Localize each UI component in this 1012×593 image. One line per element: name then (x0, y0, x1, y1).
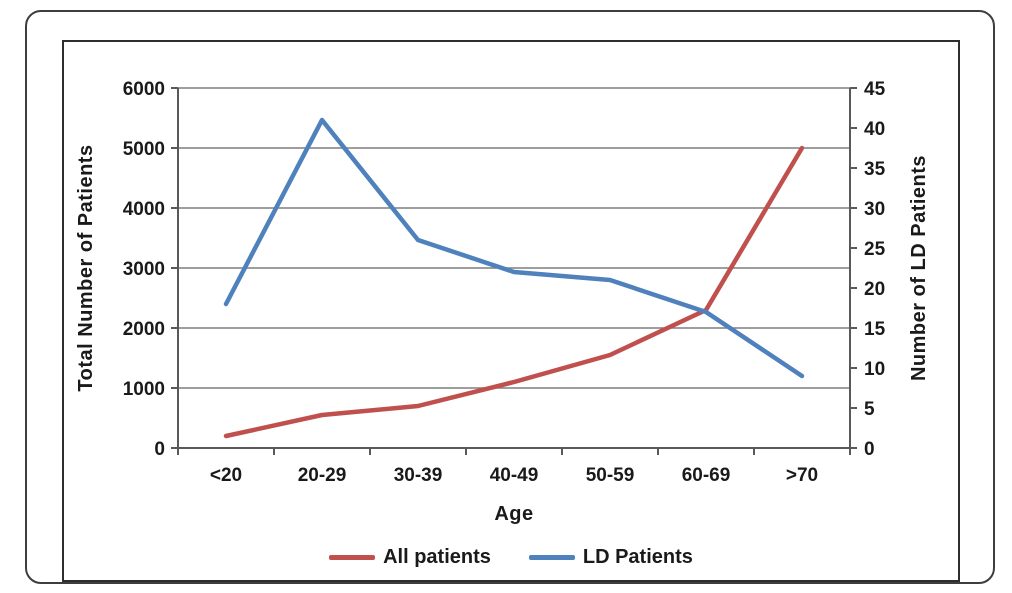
chart-legend: All patients LD Patients (64, 546, 958, 569)
figure-card-border (25, 10, 995, 584)
legend-line-sample-blue (528, 555, 575, 560)
legend-item-ld-patients: LD Patients (528, 546, 693, 569)
legend-label-ld-patients: LD Patients (582, 546, 693, 568)
chart-figure: All patients LD Patients (62, 40, 960, 582)
legend-label-all-patients: All patients (383, 546, 491, 568)
legend-item-all-patients: All patients (329, 546, 491, 569)
legend-line-sample-red (329, 555, 376, 560)
